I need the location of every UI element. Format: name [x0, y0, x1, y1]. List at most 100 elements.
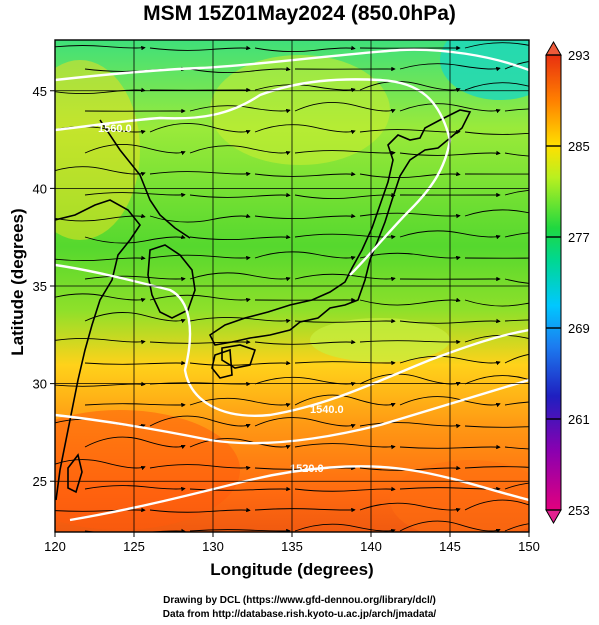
- streamline: [189, 397, 291, 408]
- streamline: [84, 143, 186, 156]
- streamline: [294, 523, 396, 532]
- streamline: [84, 402, 186, 408]
- streamline: [55, 213, 146, 222]
- y-tick-label: 25: [33, 474, 47, 489]
- x-tick-label: 140: [360, 539, 382, 554]
- streamline: [399, 318, 501, 324]
- streamline: [504, 523, 529, 532]
- streamline: [84, 485, 186, 492]
- streamline: [84, 360, 186, 366]
- streamline: [294, 101, 396, 114]
- streamline: [189, 438, 291, 450]
- credit-line-2: Data from http://database.rish.kyoto-u.a…: [162, 609, 437, 620]
- streamline: [359, 422, 461, 429]
- colorbar-tick-label: 285: [568, 139, 590, 154]
- credit-line-1: Drawing by DCL (https://www.gfd-dennou.o…: [163, 595, 436, 606]
- streamline: [359, 80, 461, 93]
- streamline: [294, 318, 396, 324]
- streamline: [504, 353, 529, 364]
- lat-lon-grid: [55, 40, 529, 532]
- x-tick-label: 135: [281, 539, 303, 554]
- streamline: [294, 443, 396, 450]
- streamline: [55, 338, 146, 345]
- streamline: [464, 466, 529, 469]
- streamline: [149, 213, 251, 223]
- streamline: [84, 234, 186, 244]
- x-tick-label: 120: [44, 539, 66, 554]
- chart-title: MSM 15Z01May2024 (850.0hPa): [143, 2, 456, 25]
- streamline: [504, 189, 529, 196]
- streamline: [149, 294, 251, 303]
- streamline: [399, 355, 501, 366]
- streamline: [254, 417, 356, 429]
- streamline: [254, 339, 356, 345]
- streamline: [399, 520, 501, 532]
- streamline: [464, 299, 529, 307]
- colorbar-tick-label: 253: [568, 503, 590, 518]
- streamline: [55, 166, 146, 177]
- streamline: [254, 124, 356, 135]
- streamline: [189, 272, 291, 282]
- streamline: [55, 255, 146, 262]
- colorbar-tick-label: 277: [568, 230, 590, 245]
- coastline: [55, 109, 472, 501]
- streamline: [504, 482, 529, 490]
- streamline: [464, 131, 529, 135]
- streamline: [359, 502, 461, 513]
- x-tick-label: 130: [202, 539, 224, 554]
- streamline: [149, 464, 251, 471]
- streamline: [55, 293, 146, 303]
- streamline: [359, 465, 461, 471]
- streamline: [55, 87, 146, 95]
- streamline: [55, 459, 146, 471]
- streamline: [189, 145, 291, 156]
- streamline: [294, 192, 396, 200]
- streamline: [464, 82, 529, 91]
- y-tick-label: 40: [33, 181, 47, 196]
- temperature-field: [55, 40, 529, 532]
- streamline: [504, 108, 529, 112]
- contour-label: 1540.0: [310, 404, 344, 416]
- streamline: [294, 394, 396, 408]
- streamline: [149, 339, 251, 345]
- height-contours: [55, 48, 529, 522]
- streamline: [254, 213, 356, 220]
- x-axis-ticks: 120 125 130 135 140 145 150: [44, 532, 540, 554]
- streamline: [359, 297, 461, 306]
- streamline: [254, 507, 356, 513]
- colorbar-bottom-arrow: [545, 509, 562, 525]
- y-axis-label: Latitude (degrees): [8, 208, 27, 356]
- streamline: [399, 444, 501, 450]
- streamline: [189, 192, 291, 198]
- streamline: [359, 339, 461, 345]
- streamline: [464, 375, 529, 385]
- x-axis-label: Longitude (degrees): [210, 560, 374, 579]
- streamline: [254, 45, 356, 53]
- streamline: [84, 528, 186, 532]
- streamline: [464, 499, 529, 511]
- streamline: [189, 66, 291, 74]
- streamline: [254, 171, 356, 177]
- streamline: [359, 252, 461, 261]
- streamline: [464, 209, 529, 217]
- x-tick-label: 150: [518, 539, 540, 554]
- streamline: [55, 507, 146, 513]
- streamline: [399, 230, 501, 240]
- streamline: [84, 312, 186, 324]
- contour-label: 1560.0: [98, 123, 132, 135]
- streamline: [359, 171, 461, 179]
- streamline: [504, 401, 529, 406]
- streamline: [294, 273, 396, 282]
- streamline: [189, 528, 291, 532]
- y-tick-label: 30: [33, 377, 47, 392]
- streamline: [464, 42, 529, 49]
- colorbar-top-arrow: [545, 40, 562, 56]
- y-tick-label: 45: [33, 84, 47, 99]
- x-tick-label: 145: [439, 539, 461, 554]
- streamline: [504, 446, 529, 450]
- streamline: [464, 334, 529, 343]
- streamline: [254, 84, 356, 93]
- streamline: [84, 192, 186, 198]
- streamline: [359, 129, 461, 135]
